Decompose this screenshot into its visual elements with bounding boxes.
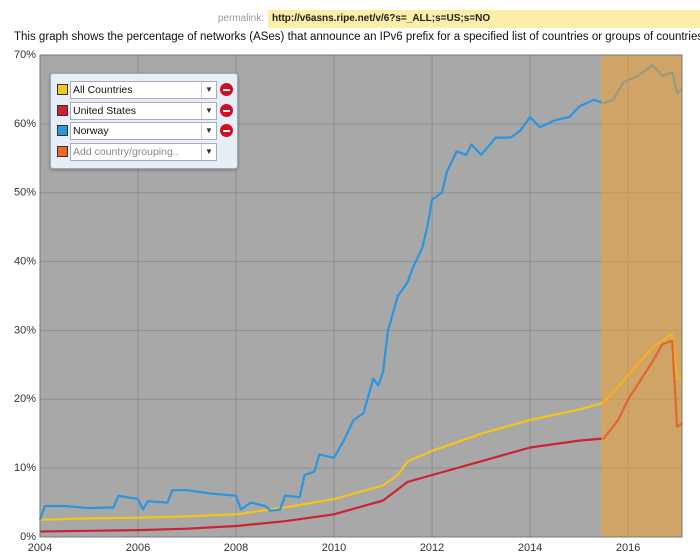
legend-row: Add country/grouping.. ▼ bbox=[57, 142, 233, 161]
remove-button[interactable] bbox=[220, 103, 233, 117]
remove-button[interactable] bbox=[220, 83, 233, 96]
legend-row: Norway ▼ bbox=[57, 122, 233, 140]
y-tick-label: 60% bbox=[14, 118, 36, 130]
description: This graph shows the percentage of netwo… bbox=[14, 31, 700, 43]
legend-swatch bbox=[57, 84, 68, 95]
x-tick-label: 2012 bbox=[420, 542, 444, 554]
legend-row: All Countries ▼ bbox=[57, 81, 233, 99]
y-tick-label: 30% bbox=[14, 324, 36, 336]
remove-icon bbox=[223, 130, 230, 132]
x-tick-label: 2004 bbox=[28, 542, 52, 554]
select-arrow: ▼ bbox=[201, 143, 216, 160]
y-tick-label: 20% bbox=[14, 393, 36, 405]
permalink-row: permalink: http://v6asns.ripe.net/v/6?s=… bbox=[0, 10, 700, 28]
x-tick-label: 2008 bbox=[224, 542, 248, 554]
select-arrow: ▼ bbox=[201, 82, 216, 98]
select-arrow: ▼ bbox=[201, 123, 216, 139]
select-text: All Countries bbox=[73, 84, 133, 96]
legend-swatch bbox=[57, 125, 68, 136]
series-line bbox=[38, 64, 683, 521]
country-select[interactable]: Norway ▼ bbox=[70, 122, 217, 140]
x-tick-label: 2006 bbox=[126, 542, 150, 554]
legend-swatch bbox=[57, 104, 68, 116]
select-text: United States bbox=[73, 104, 137, 117]
legend-row: United States ▼ bbox=[57, 101, 233, 120]
country-select[interactable]: All Countries ▼ bbox=[70, 81, 217, 99]
y-tick-label: 50% bbox=[14, 187, 36, 199]
remove-button[interactable] bbox=[220, 124, 233, 137]
plot-border bbox=[39, 54, 683, 538]
y-tick-label: 10% bbox=[14, 462, 36, 474]
permalink-url[interactable]: http://v6asns.ripe.net/v/6?s=_ALL;s=US;s… bbox=[268, 10, 700, 28]
select-text: Norway bbox=[73, 125, 109, 137]
y-tick-label: 70% bbox=[14, 49, 36, 61]
y-tick-label: 40% bbox=[14, 255, 36, 267]
x-tick-label: 2014 bbox=[518, 542, 542, 554]
remove-icon bbox=[223, 109, 230, 112]
highlight-region bbox=[601, 54, 683, 538]
legend-swatch bbox=[57, 145, 68, 157]
remove-icon bbox=[223, 89, 230, 91]
select-arrow: ▼ bbox=[201, 102, 216, 119]
permalink-label: permalink: bbox=[217, 13, 264, 24]
country-select[interactable]: United States ▼ bbox=[70, 101, 217, 120]
country-select[interactable]: Add country/grouping.. ▼ bbox=[70, 142, 217, 161]
x-tick-label: 2016 bbox=[616, 542, 640, 554]
y-tick-label: 0% bbox=[20, 531, 36, 543]
x-tick-label: 2010 bbox=[322, 542, 346, 554]
legend-panel: All Countries ▼ United States ▼ Norway ▼ Add c… bbox=[50, 73, 238, 169]
select-text: Add country/grouping.. bbox=[73, 145, 179, 158]
